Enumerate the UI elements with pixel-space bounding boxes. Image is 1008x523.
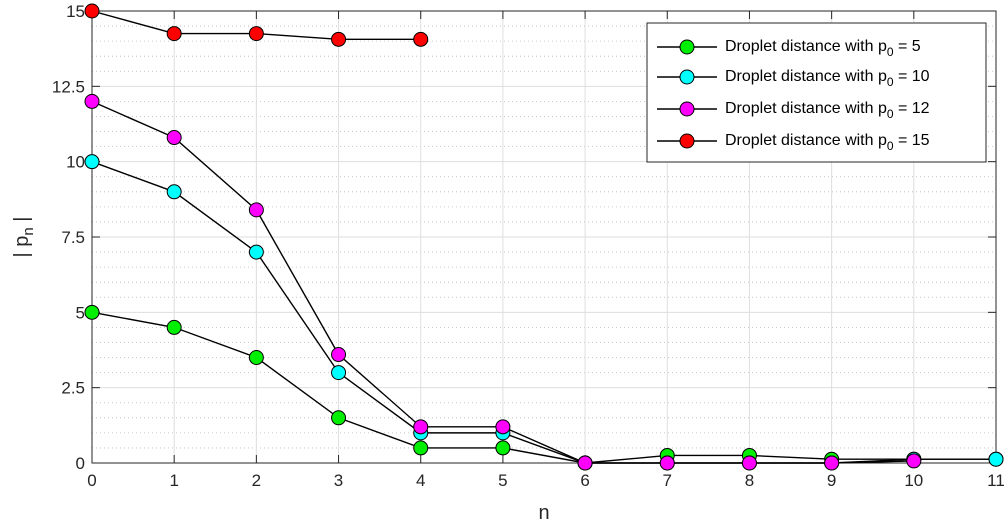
y-axis-label-subscript: n [20, 227, 37, 235]
legend-label: Droplet distance with p0 = 12 [725, 100, 930, 121]
minor-grid [92, 25, 996, 449]
x-tick-label: 0 [87, 471, 96, 490]
x-tick-label: 6 [580, 471, 589, 490]
x-tick-label: 1 [169, 471, 178, 490]
data-point [84, 304, 100, 320]
data-point [166, 130, 182, 146]
data-point [413, 419, 429, 435]
y-tick-label: 12.5 [52, 77, 85, 96]
x-tick-label: 5 [498, 471, 507, 490]
x-axis-label: n [538, 502, 549, 523]
legend-label-subscript: 0 [887, 45, 894, 59]
x-tick-label: 2 [252, 471, 261, 490]
legend-entry: Droplet distance with p0 = 12 [657, 100, 930, 121]
data-point [331, 347, 347, 363]
data-point [824, 455, 840, 471]
legend-label-subscript: 0 [887, 139, 894, 153]
x-tick-label: 9 [827, 471, 836, 490]
x-tick-label: 3 [334, 471, 343, 490]
legend-marker [679, 69, 695, 85]
data-point [84, 154, 100, 170]
legend-label-main: Droplet distance with p [725, 38, 887, 55]
y-tick-label: 0 [76, 454, 85, 473]
legend-label-suffix: = 15 [894, 132, 930, 149]
data-point [741, 455, 757, 471]
data-point [166, 26, 182, 42]
data-point [166, 184, 182, 200]
x-tick-label: 10 [904, 471, 923, 490]
legend-label: Droplet distance with p0 = 10 [725, 68, 930, 89]
y-tick-labels: 0 2.5 5 7.5 10 12.5 15 [52, 2, 85, 473]
data-point [248, 244, 264, 260]
data-point [248, 202, 264, 218]
data-point [577, 455, 593, 471]
x-tick-label: 4 [416, 471, 425, 490]
legend-label-subscript: 0 [887, 107, 894, 121]
data-point [248, 350, 264, 366]
series-3 [84, 93, 922, 471]
data-point [248, 26, 264, 42]
data-point [166, 319, 182, 335]
series-4 [84, 3, 429, 47]
y-axis-label-suffix: | [11, 217, 33, 228]
y-tick-label: 5 [76, 303, 85, 322]
legend-label-suffix: = 5 [894, 38, 921, 55]
legend-entry: Droplet distance with p0 = 5 [657, 38, 921, 59]
y-tick-label: 2.5 [61, 379, 85, 398]
legend-marker [679, 101, 695, 117]
legend-entry: Droplet distance with p0 = 15 [657, 132, 930, 153]
legend-label: Droplet distance with p0 = 15 [725, 132, 930, 153]
legend-marker [679, 39, 695, 55]
data-point [84, 93, 100, 109]
x-tick-labels: 0 1 2 3 4 5 6 7 8 9 10 11 [87, 471, 1005, 490]
y-tick-label: 7.5 [61, 228, 85, 247]
x-tick-label: 7 [663, 471, 672, 490]
legend-label-main: Droplet distance with p [725, 100, 887, 117]
data-point [988, 451, 1004, 467]
legend-label-subscript: 0 [887, 75, 894, 89]
legend-label-main: Droplet distance with p [725, 68, 887, 85]
y-tick-label: 15 [66, 2, 85, 21]
data-point [331, 410, 347, 426]
legend-marker [679, 133, 695, 149]
legend-label: Droplet distance with p0 = 5 [725, 38, 921, 59]
data-point [84, 3, 100, 19]
legend-label-suffix: = 12 [894, 100, 930, 117]
legend-box [646, 22, 987, 163]
legend-label-suffix: = 10 [894, 68, 930, 85]
data-point [331, 31, 347, 47]
y-axis-label: | pn | [11, 217, 37, 258]
series-line [91, 311, 996, 464]
x-tick-label: 11 [987, 471, 1005, 490]
data-point [906, 453, 922, 469]
data-point [495, 440, 511, 456]
data-point [413, 440, 429, 456]
legend-label-main: Droplet distance with p [725, 132, 887, 149]
series-layer [84, 3, 1004, 471]
legend-entry: Droplet distance with p0 = 10 [657, 68, 930, 89]
data-point [331, 365, 347, 381]
x-tick-label: 8 [745, 471, 754, 490]
y-axis-label-main: | p [11, 236, 33, 258]
data-point [413, 31, 429, 47]
data-point [495, 419, 511, 435]
y-tick-label: 10 [66, 153, 85, 172]
data-point [659, 455, 675, 471]
